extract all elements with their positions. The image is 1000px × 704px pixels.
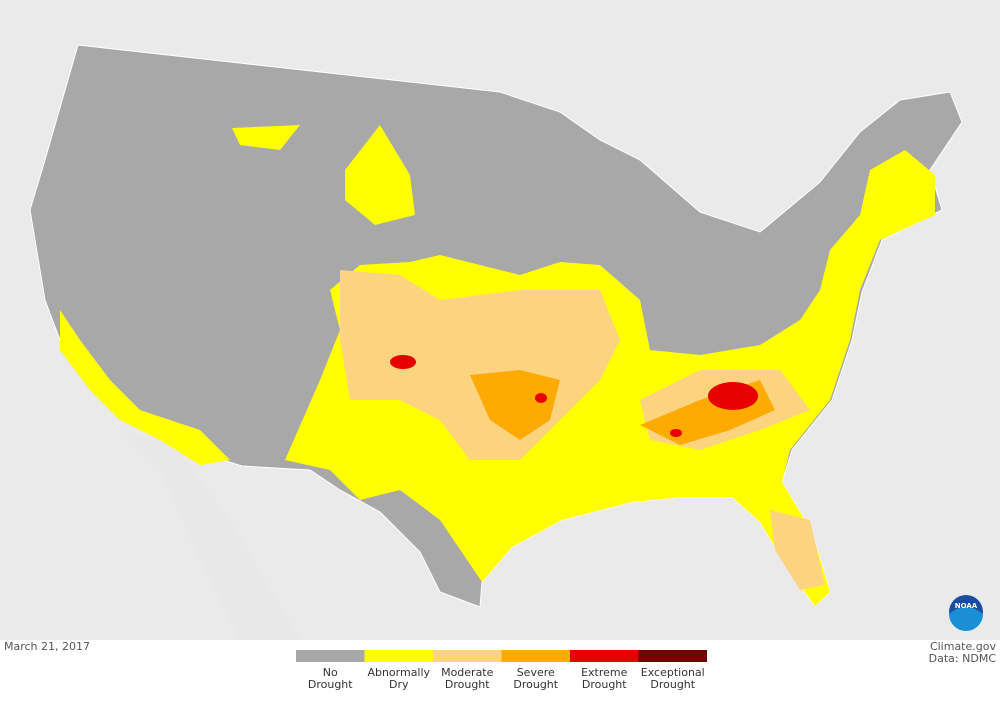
credit: Climate.gov <box>930 640 997 653</box>
legend-label: Extreme <box>581 666 628 679</box>
legend-label: Drought <box>513 678 558 691</box>
source: Data: NDMC <box>929 652 997 665</box>
extreme-drought-area <box>708 382 758 410</box>
legend-label: No <box>323 666 338 679</box>
legend-label: Abnormally <box>367 666 430 679</box>
legend-label: Exceptional <box>641 666 705 679</box>
legend-swatch <box>570 650 639 662</box>
abnormally-dry-area <box>285 150 935 606</box>
abnormally-dry-area <box>232 125 300 150</box>
extreme-drought-area <box>390 355 416 369</box>
legend-swatch <box>433 650 502 662</box>
moderate-drought-area <box>770 510 825 590</box>
extreme-drought-area <box>670 429 682 437</box>
noaa-logo-wave <box>949 607 983 631</box>
legend-swatch <box>501 650 570 662</box>
legend-swatch <box>638 650 707 662</box>
legend-label: Dry <box>389 678 409 691</box>
legend: NoDroughtAbnormallyDryModerateDroughtSev… <box>296 650 707 691</box>
abnormally-dry-area <box>60 310 230 465</box>
legend-label: Drought <box>308 678 353 691</box>
baja <box>120 430 300 640</box>
abnormally-dry-area <box>345 125 415 225</box>
legend-label: Drought <box>582 678 627 691</box>
legend-swatch <box>296 650 365 662</box>
legend-swatch <box>364 650 433 662</box>
legend-label: Moderate <box>441 666 494 679</box>
legend-label: Drought <box>445 678 490 691</box>
severe-drought-area <box>470 370 560 440</box>
legend-label: Severe <box>517 666 555 679</box>
extreme-drought-area <box>535 393 547 403</box>
legend-label: Drought <box>650 678 695 691</box>
date: March 21, 2017 <box>4 640 90 653</box>
logo-text: NOAA <box>955 602 978 610</box>
